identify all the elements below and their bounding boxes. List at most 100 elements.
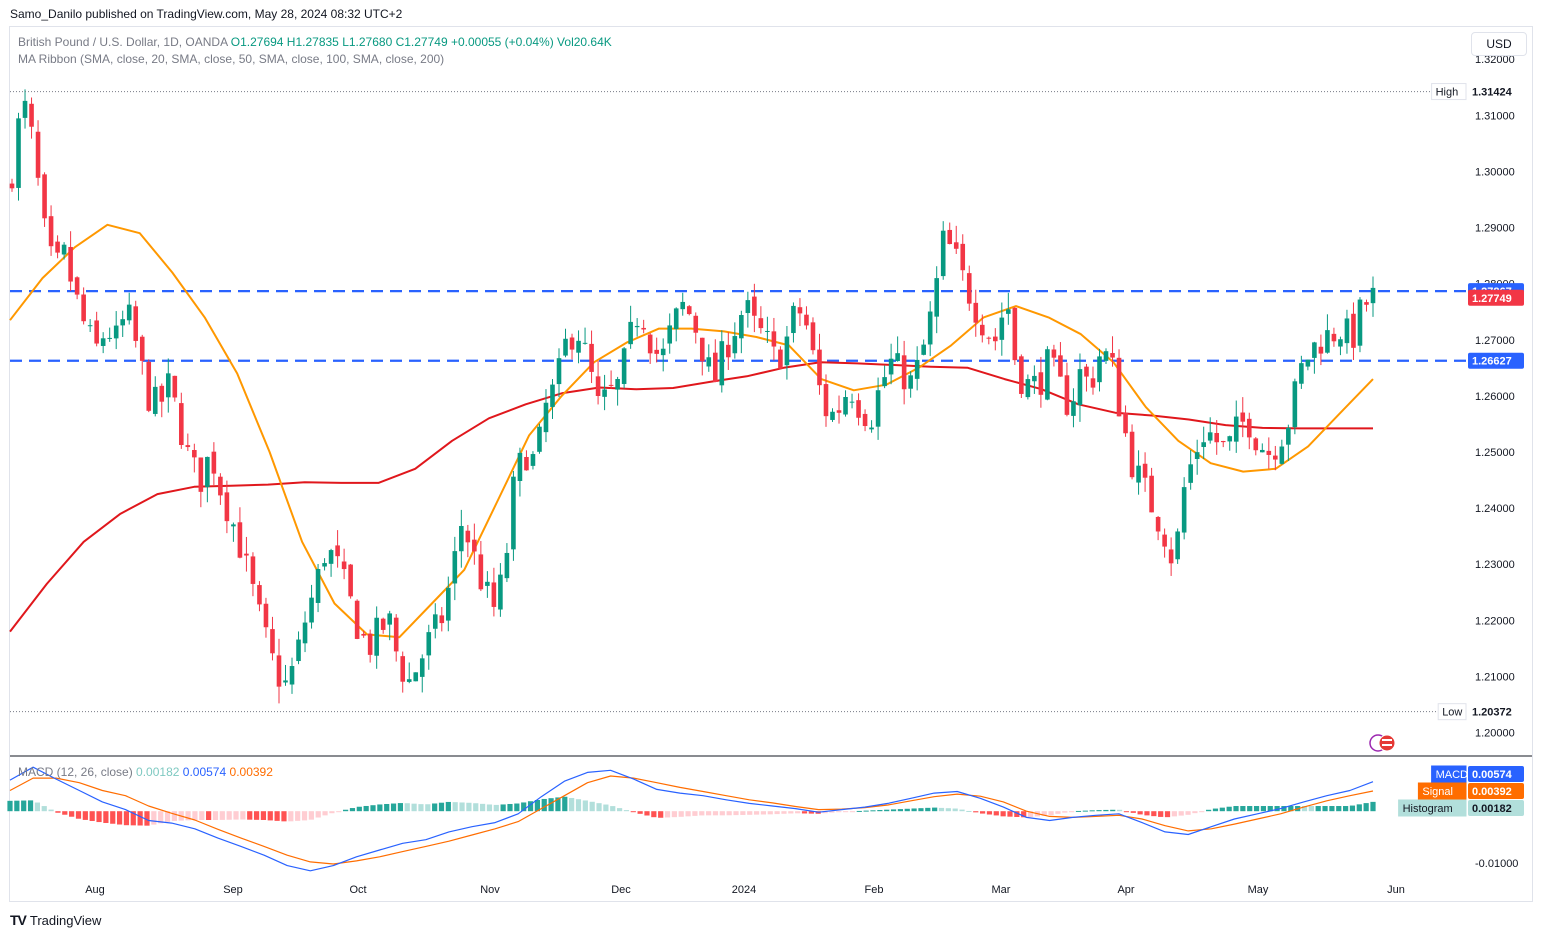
macd-histogram-bar — [1158, 811, 1164, 817]
high-tag-value-bg — [1468, 83, 1524, 100]
candle-body — [797, 307, 803, 314]
macd-histogram-bar — [253, 811, 260, 820]
macd-histogram-bar — [569, 797, 575, 812]
macd-histogram-bar — [185, 811, 191, 821]
volume-value: Vol20.64K — [557, 35, 612, 49]
candle-body — [1207, 432, 1213, 441]
macd-histogram-bar — [1253, 806, 1260, 812]
candle-body — [1019, 356, 1024, 394]
symbol-title: British Pound / U.S. Dollar, 1D, OANDA — [18, 35, 228, 49]
macd-histogram-bar — [48, 809, 54, 812]
candle-body — [465, 530, 471, 543]
candle-body — [1025, 379, 1031, 398]
macd-histogram-bar — [308, 811, 314, 820]
candle-body — [179, 403, 184, 445]
macd-histogram-bar — [678, 811, 684, 817]
candle-body — [875, 390, 881, 427]
macd-histogram-bar — [808, 811, 814, 814]
time-axis-tick: Aug — [85, 884, 105, 896]
candle-body — [81, 294, 86, 322]
macd-histogram-bar — [1343, 806, 1349, 812]
macd-histogram-bar — [69, 811, 75, 817]
candle-body — [276, 655, 282, 687]
candle-body — [1181, 487, 1187, 533]
candle-body — [1084, 366, 1089, 377]
macd-histogram-bar — [1185, 811, 1191, 815]
macd-histogram-bar — [959, 809, 965, 812]
macd-title: MACD (12, 26, close) — [18, 765, 133, 779]
candle-body — [146, 361, 152, 411]
candle-body — [192, 450, 197, 458]
macd-histogram-bar — [1288, 806, 1294, 812]
candle-body — [726, 344, 731, 358]
macd-histogram-bar — [610, 806, 616, 812]
time-axis-tick: Jun — [1387, 884, 1405, 896]
candle-body — [426, 632, 432, 656]
last-price-tag-value: 1.27749 — [1472, 293, 1512, 305]
candle-body — [582, 342, 588, 344]
candle-body — [413, 672, 419, 682]
candle-body — [1338, 339, 1343, 347]
macd-histogram-bar — [295, 811, 301, 821]
macd-histogram-bar — [1356, 804, 1362, 812]
macd-histogram-bar — [425, 804, 431, 812]
candle-body — [1279, 446, 1285, 464]
macd-histogram-bar — [706, 811, 712, 816]
macd-histogram-bar — [247, 811, 253, 820]
macd-histogram-bar — [110, 811, 116, 824]
macd-histogram-bar — [986, 811, 993, 815]
tradingview-logo-icon: TV — [10, 912, 27, 928]
candle-body — [9, 183, 15, 189]
macd-histogram-bar — [89, 811, 95, 821]
macd-histogram-bar — [343, 809, 349, 812]
macd-histogram-bar — [75, 811, 82, 819]
macd-histogram-bar — [466, 802, 472, 812]
macd-histogram-bar — [1089, 810, 1095, 812]
candle-body — [231, 524, 236, 527]
candle-body — [1220, 440, 1226, 443]
macd-histogram-bar — [479, 803, 486, 812]
macd-histogram-bar — [1199, 811, 1205, 813]
price-axis-tick: 1.23000 — [1475, 559, 1515, 571]
macd-histogram-bar — [1130, 811, 1136, 813]
macd-histogram-bar — [726, 811, 732, 816]
candle-body — [165, 373, 171, 398]
macd-histogram-bar — [1027, 811, 1034, 818]
candle-body — [784, 336, 790, 366]
candle-body — [524, 456, 529, 471]
candle-body — [198, 457, 204, 492]
macd-histogram-bar — [575, 799, 582, 812]
macd-histogram-bar — [1281, 806, 1287, 812]
candle-body — [1357, 299, 1363, 346]
candle-body — [491, 582, 497, 607]
macd-histogram-bar — [788, 811, 794, 814]
candle-body — [817, 349, 822, 386]
macd-histogram-bar — [486, 804, 493, 812]
tradingview-footer[interactable]: TV TradingView — [10, 912, 101, 928]
macd-histogram-bar — [1014, 811, 1020, 817]
macd-histogram-bar — [582, 800, 588, 812]
price-axis-tick: 1.24000 — [1475, 503, 1515, 515]
macd-histogram-bar — [849, 811, 856, 813]
candle-body — [1103, 351, 1109, 361]
currency-button[interactable]: USD — [1471, 32, 1527, 56]
candle-body — [1116, 357, 1122, 417]
candle-body — [856, 400, 861, 418]
macd-histogram-bar — [1226, 806, 1232, 812]
macd-histogram-bar — [1212, 808, 1219, 812]
candle-body — [354, 600, 360, 639]
macd-histogram-bar — [27, 800, 34, 812]
candle-body — [1045, 349, 1050, 400]
candle-body — [1110, 353, 1115, 358]
macd-histogram-bar — [938, 807, 945, 812]
candle-body — [537, 426, 542, 452]
candle-body — [1162, 534, 1167, 547]
candle-body — [1273, 455, 1278, 460]
flag-stripe — [1382, 744, 1392, 746]
macd-histogram-bar — [966, 810, 972, 812]
price-axis-tick: 1.32000 — [1475, 54, 1515, 66]
candle-body — [1233, 416, 1239, 442]
candle-body — [595, 376, 601, 397]
macd-legend: MACD (12, 26, close) 0.00182 0.00574 0.0… — [18, 765, 273, 779]
